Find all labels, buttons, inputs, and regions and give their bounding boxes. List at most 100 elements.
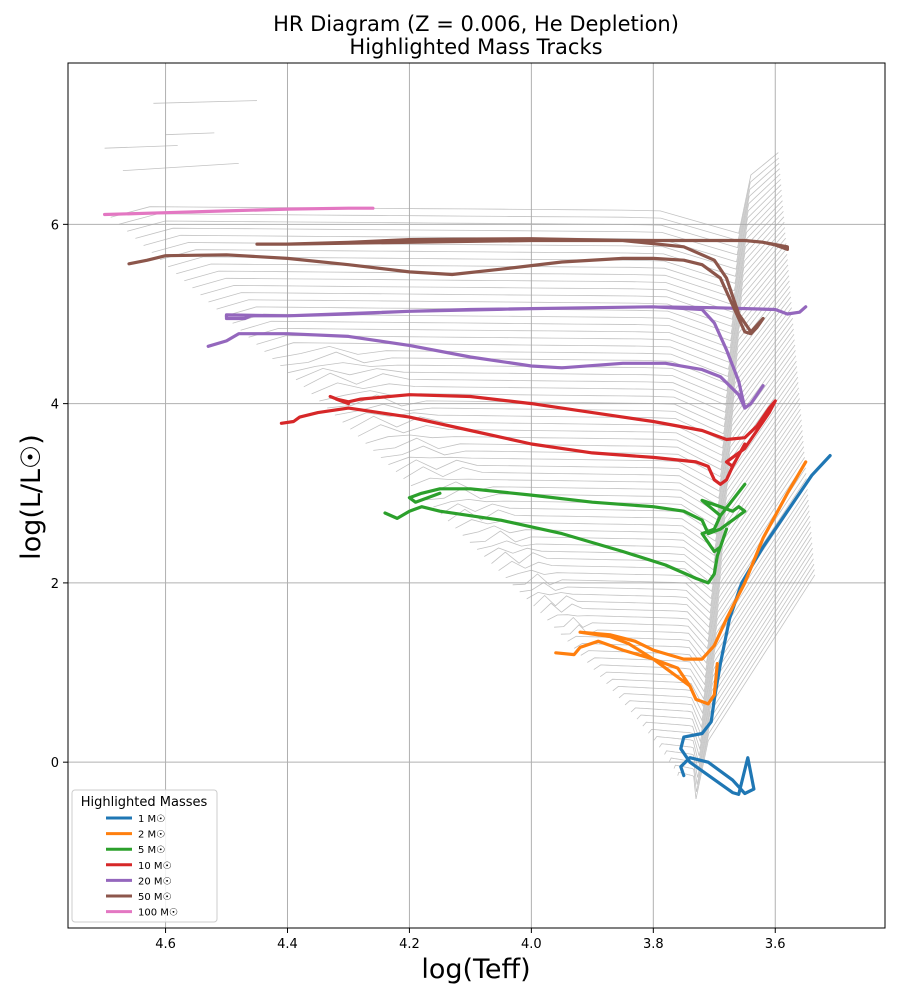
x-axis-ticks: 4.6 4.4 4.2 4.0 3.8 3.6 (155, 928, 786, 952)
background-track (642, 537, 812, 751)
background-track (533, 446, 805, 628)
series-line-2 (383, 482, 747, 585)
background-track (491, 414, 802, 585)
background-track (593, 494, 809, 693)
background-tracks (104, 100, 816, 799)
background-track (677, 574, 816, 799)
background-track (200, 211, 784, 313)
background-track (418, 360, 797, 514)
background-track (673, 569, 815, 792)
background-track (630, 526, 812, 736)
background-track (280, 264, 789, 385)
background-track (264, 253, 788, 370)
legend-box (71, 789, 218, 923)
background-track (272, 259, 788, 378)
background-track (165, 132, 215, 136)
background-track (357, 318, 794, 456)
highlighted-tracks (103, 206, 832, 796)
legend-label: 100 M☉ (138, 908, 178, 919)
background-track (176, 195, 783, 292)
background-track (636, 531, 812, 744)
background-track (612, 510, 810, 715)
background-track (477, 403, 801, 571)
background-track (425, 366, 798, 521)
background-track (505, 424, 803, 600)
background-track (512, 430, 803, 607)
background-track (192, 205, 784, 306)
x-tick-label: 4.2 (399, 937, 420, 952)
background-track (484, 408, 801, 578)
y-tick-label: 2 (51, 577, 59, 592)
series-line-4 (206, 305, 808, 410)
background-track (153, 100, 258, 104)
plot-frame (67, 62, 886, 929)
background-track (373, 328, 794, 471)
background-track (669, 563, 815, 785)
background-track (184, 200, 783, 299)
x-axis-label: log(Teff) (421, 954, 530, 985)
legend: Highlighted Masses 1 M☉ 2 M☉ 5 M☉ 10 M☉ 20 M… (71, 789, 218, 923)
legend-label: 5 M☉ (138, 845, 165, 856)
background-track (599, 499, 809, 700)
background-track (618, 515, 811, 722)
x-tick-label: 4.6 (155, 937, 176, 952)
background-track (380, 334, 795, 478)
x-tick-label: 3.8 (643, 937, 664, 952)
background-track (135, 168, 780, 256)
background-track (624, 521, 811, 729)
y-axis-ticks: 0 2 4 6 (51, 218, 68, 771)
y-tick-label: 0 (51, 756, 59, 771)
background-track (350, 312, 793, 449)
background-track (403, 350, 796, 499)
series-line-1 (554, 460, 808, 706)
y-tick-label: 6 (51, 218, 59, 233)
background-track (365, 323, 794, 463)
background-track (240, 237, 787, 349)
background-track (580, 483, 808, 679)
legend-items: 1 M☉ 2 M☉ 5 M☉ 10 M☉ 20 M☉ 50 M☉ 100 M☉ (106, 814, 178, 919)
x-tick-label: 4.0 (521, 937, 542, 952)
background-track (653, 547, 813, 764)
background-track (311, 285, 791, 413)
background-track (122, 163, 239, 171)
background-track (462, 392, 800, 557)
x-tick-label: 4.4 (277, 937, 298, 952)
legend-title: Highlighted Masses (81, 795, 208, 810)
chart-subtitle: Highlighted Mass Tracks (349, 35, 602, 59)
background-track (118, 157, 780, 242)
legend-label: 10 M☉ (138, 861, 172, 872)
background-track (295, 275, 790, 399)
series-line-5 (127, 237, 789, 336)
background-track (303, 280, 790, 406)
background-track (127, 163, 780, 249)
background-track (447, 382, 799, 542)
background-track (547, 457, 806, 643)
background-track (327, 296, 792, 428)
legend-label: 1 M☉ (138, 814, 165, 825)
background-track (526, 440, 804, 621)
background-track (388, 339, 795, 485)
background-track (519, 435, 804, 614)
background-track (469, 398, 800, 564)
background-track (540, 451, 805, 636)
background-track (554, 462, 806, 650)
background-track (440, 376, 799, 535)
y-axis-label: log(L/L☉) (16, 434, 47, 560)
chart-title: HR Diagram (Z = 0.006, He Depletion) (273, 12, 679, 36)
series-line-3 (279, 393, 777, 486)
background-track (334, 302, 792, 435)
background-track (567, 473, 807, 664)
background-track (606, 505, 810, 707)
background-track (648, 542, 813, 757)
background-track (104, 145, 178, 149)
background-track (395, 344, 796, 492)
background-track (248, 243, 787, 356)
legend-label: 20 M☉ (138, 876, 172, 887)
background-track (410, 355, 797, 507)
y-tick-label: 4 (51, 398, 59, 413)
background-track (216, 221, 785, 327)
series-line-6 (103, 206, 375, 217)
legend-label: 2 M☉ (138, 830, 165, 841)
legend-label: 50 M☉ (138, 892, 172, 903)
